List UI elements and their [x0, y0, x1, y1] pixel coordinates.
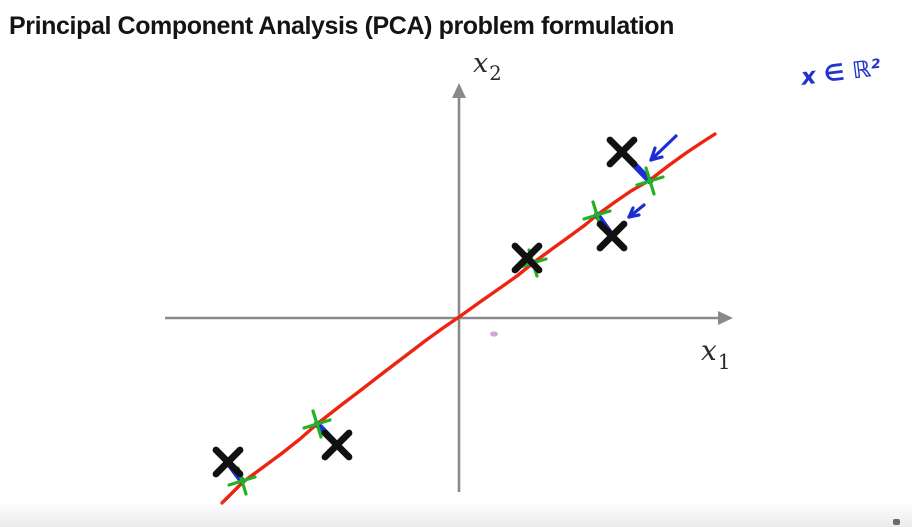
pen-dot — [490, 331, 498, 337]
x-axis-label: x1 — [701, 334, 731, 372]
fit-line — [220, 132, 717, 505]
projected-point-x — [635, 175, 665, 187]
y-axis-label-sub: 2 — [489, 62, 502, 86]
x-axis-label-sub: 1 — [717, 349, 731, 374]
projected-point-x — [582, 209, 612, 221]
projection-arrow — [649, 134, 678, 162]
slide-title: Principal Component Analysis (PCA) probl… — [9, 12, 675, 40]
projected-point-x — [227, 475, 257, 487]
y-axis-label-base: x — [473, 48, 489, 79]
data-point-x — [511, 242, 543, 274]
data-point-x — [321, 429, 353, 461]
projected-point-x — [302, 418, 332, 430]
projection-arrowhead — [649, 146, 657, 162]
data-point-x — [212, 446, 244, 478]
projection-arrowhead — [627, 206, 635, 219]
x-axis-arrowhead — [718, 311, 733, 325]
data-point-x — [606, 136, 638, 168]
ui-artifact-dot — [893, 519, 900, 525]
y-axis-arrowhead — [452, 83, 466, 98]
y-axis-label: x2 — [473, 48, 502, 86]
data-point-x — [596, 220, 628, 252]
x-axis-label-base: x — [701, 334, 717, 367]
